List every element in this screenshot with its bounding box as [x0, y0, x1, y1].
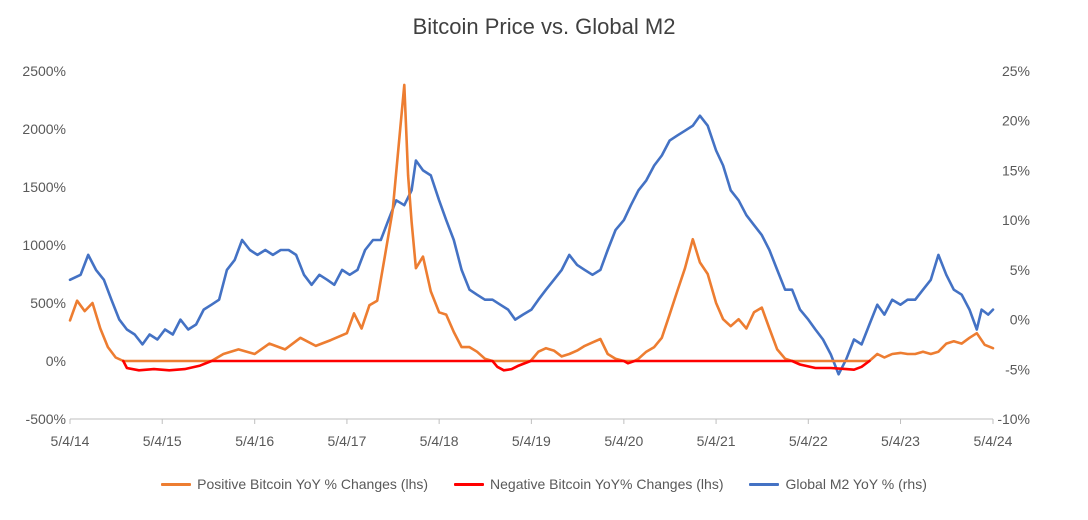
series-line-global-m2-yoy-rhs	[68, 114, 995, 376]
legend-item-m2: Global M2 YoY % (rhs)	[749, 476, 927, 492]
x-tick-label: 5/4/14	[51, 433, 90, 449]
legend-label-m2: Global M2 YoY % (rhs)	[785, 476, 927, 492]
y-right-tick-label: 0%	[1010, 312, 1030, 328]
y-left-tick-label: 1000%	[22, 237, 66, 253]
y-right-tick-label: 5%	[1010, 262, 1030, 278]
legend-swatch-negative	[454, 482, 485, 486]
legend-label-negative: Negative Bitcoin YoY% Changes (lhs)	[490, 476, 724, 492]
legend-label-positive: Positive Bitcoin YoY % Changes (lhs)	[197, 476, 429, 492]
chart-title: Bitcoin Price vs. Global M2	[412, 14, 676, 39]
y-left-tick-label: 2000%	[22, 121, 66, 137]
series-line-negative-bitcoin-yoy-changes-lhs	[122, 359, 871, 372]
x-tick-label: 5/4/15	[143, 433, 182, 449]
y-left-tick-label: 0%	[46, 353, 66, 369]
y-left-tick-label: 2500%	[22, 63, 66, 79]
series-layer	[68, 83, 995, 376]
y-right-tick-label: 25%	[1002, 63, 1030, 79]
x-tick-label: 5/4/21	[697, 433, 736, 449]
legend-item-negative: Negative Bitcoin YoY% Changes (lhs)	[454, 476, 723, 492]
legend-item-positive: Positive Bitcoin YoY % Changes (lhs)	[161, 476, 428, 492]
x-tick-label: 5/4/19	[512, 433, 551, 449]
y-right-tick-label: -10%	[997, 411, 1030, 427]
y-right-tick-label: -5%	[1005, 361, 1030, 377]
legend: Positive Bitcoin YoY % Changes (lhs) Neg…	[0, 476, 1088, 492]
x-tick-label: 5/4/16	[235, 433, 274, 449]
y-right-tick-label: 20%	[1002, 113, 1030, 129]
chart-canvas: 5/4/14 5/4/15 5/4/16 5/4/17 5/4/18 5/4/19 5/4/…	[22, 63, 1030, 449]
axes-layer	[69, 418, 994, 424]
tick-labels: 5/4/14 5/4/15 5/4/16 5/4/17 5/4/18 5/4/19 5/4/…	[22, 63, 1030, 449]
y-left-tick-label: -500%	[26, 411, 66, 427]
x-tick-label: 5/4/17	[327, 433, 366, 449]
legend-swatch-positive	[161, 482, 192, 486]
x-tick-label: 5/4/20	[604, 433, 643, 449]
legend-swatch-m2	[749, 482, 780, 486]
series-line-positive-bitcoin-yoy-changes-lhs	[68, 83, 995, 363]
x-tick-label: 5/4/22	[789, 433, 828, 449]
x-tick-label: 5/4/23	[881, 433, 920, 449]
y-right-tick-label: 10%	[1002, 212, 1030, 228]
x-tick-label: 5/4/18	[420, 433, 459, 449]
y-left-tick-label: 1500%	[22, 179, 66, 195]
y-right-tick-label: 15%	[1002, 162, 1030, 178]
x-tick-label: 5/4/24	[974, 433, 1013, 449]
y-left-tick-label: 500%	[30, 295, 66, 311]
